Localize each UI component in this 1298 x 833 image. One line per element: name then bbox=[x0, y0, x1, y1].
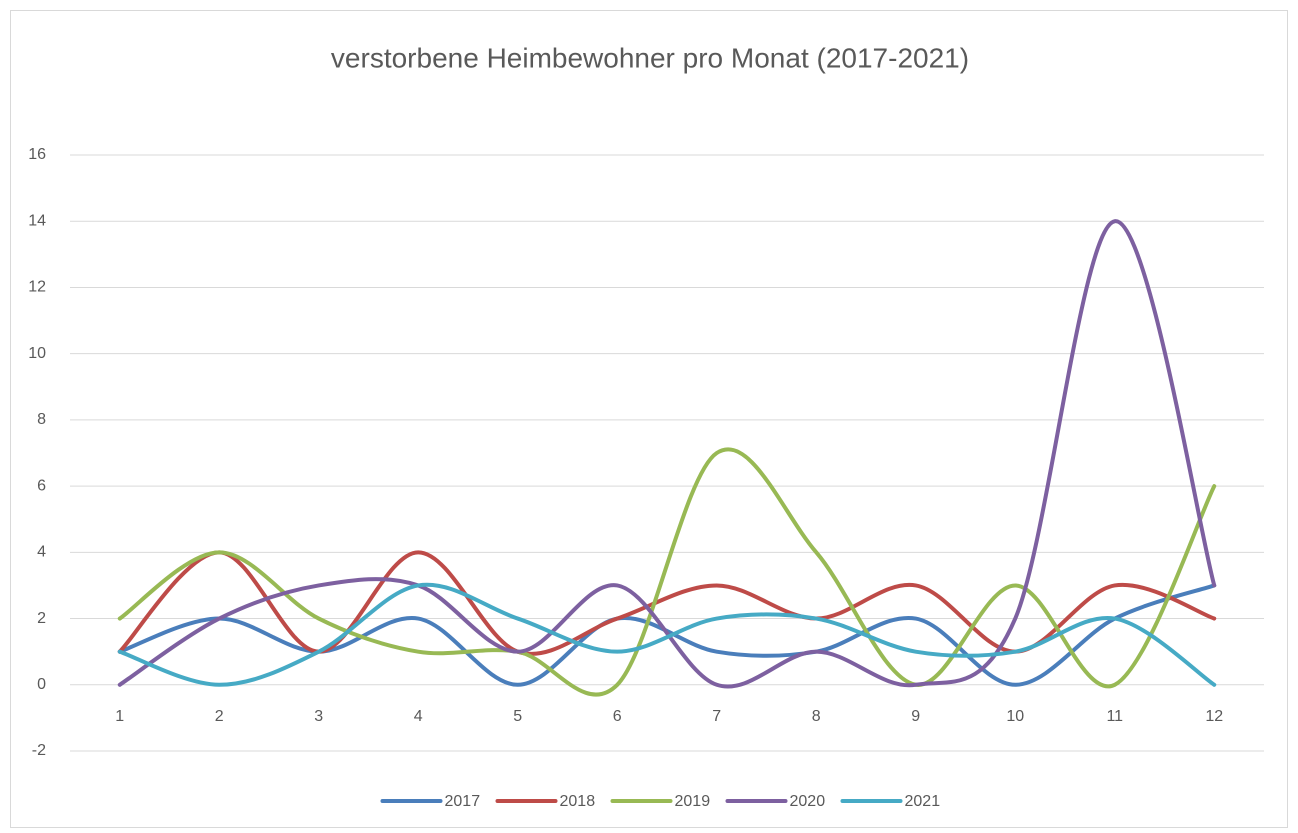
x-tick-label: 2 bbox=[215, 708, 224, 725]
line bbox=[117, 582, 1217, 687]
x-tick-label: 8 bbox=[812, 708, 821, 725]
x-tick-label: 4 bbox=[414, 708, 423, 725]
y-tick-label: 14 bbox=[28, 212, 46, 229]
y-tick-label: 6 bbox=[37, 477, 46, 494]
legend-label: 2017 bbox=[445, 793, 481, 810]
y-tick-label: 10 bbox=[28, 345, 46, 362]
legend-label: 2019 bbox=[675, 793, 711, 810]
y-tick-label: 8 bbox=[37, 411, 46, 428]
legend-label: 2020 bbox=[790, 793, 826, 810]
x-tick-label: 11 bbox=[1106, 708, 1123, 725]
y-tick-label: 0 bbox=[37, 676, 46, 693]
x-tick-label: 9 bbox=[911, 708, 920, 725]
y-tick-label: 4 bbox=[37, 544, 46, 561]
legend-label: 2018 bbox=[560, 793, 596, 810]
chart-border bbox=[10, 10, 1288, 828]
line bbox=[117, 447, 1217, 697]
line bbox=[117, 219, 1217, 689]
x-tick-label: 7 bbox=[712, 708, 721, 725]
chart-title: verstorbene Heimbewohner pro Monat (2017… bbox=[331, 42, 969, 73]
y-tick-label: 16 bbox=[28, 146, 46, 163]
y-tick-label: 12 bbox=[28, 279, 46, 296]
x-tick-label: 3 bbox=[314, 708, 323, 725]
x-tick-label: 6 bbox=[613, 708, 622, 725]
x-tick-label: 12 bbox=[1205, 708, 1223, 725]
x-tick-label: 1 bbox=[115, 708, 124, 725]
y-tick-label: 2 bbox=[37, 610, 46, 627]
y-tick-label: -2 bbox=[32, 742, 46, 759]
legend-label: 2021 bbox=[905, 793, 941, 810]
x-tick-label: 10 bbox=[1006, 708, 1024, 725]
x-tick-label: 5 bbox=[513, 708, 522, 725]
